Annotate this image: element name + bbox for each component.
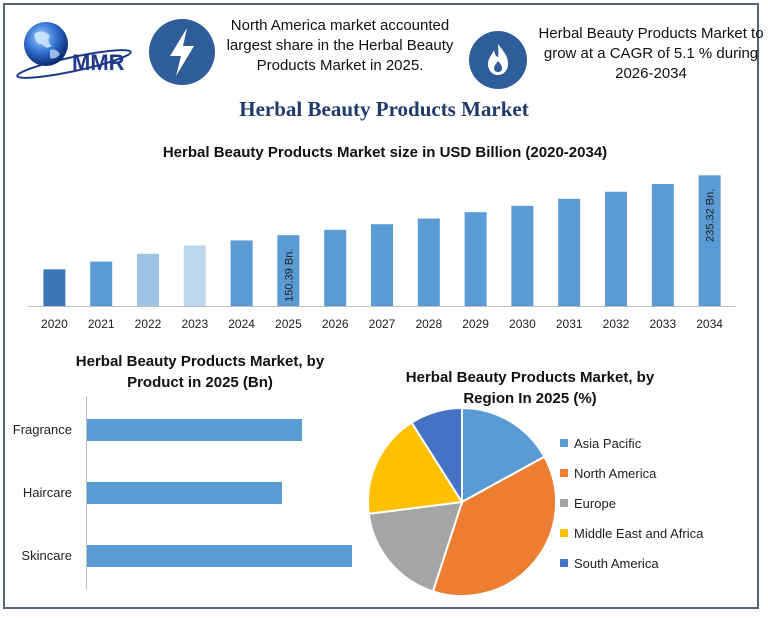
bar-fragrance: [87, 419, 302, 441]
bar-2030: [511, 205, 534, 306]
bar-2023: [183, 245, 206, 306]
y-tick-label: Skincare: [21, 548, 72, 563]
legend-swatch: [560, 499, 568, 507]
bar-2027: [371, 224, 393, 306]
x-tick-label: 2024: [228, 317, 255, 331]
pie-slice-south-america: [410, 406, 463, 506]
y-tick-label: Haircare: [23, 485, 72, 500]
bar-skincare: [87, 545, 352, 567]
y-tick-label: Fragrance: [13, 422, 72, 437]
legend-item: South America: [560, 548, 703, 578]
x-tick-label: 2025: [275, 317, 302, 331]
x-tick-label: 2028: [415, 317, 442, 331]
data-label: 235.32 Bn.: [705, 189, 717, 242]
flame-icon: [469, 31, 527, 89]
legend-label: North America: [574, 465, 657, 481]
pie-slice-middle-east-and-africa: [367, 421, 464, 515]
lightning-bolt-icon: [149, 19, 215, 85]
bar-2033: [651, 183, 674, 306]
x-tick-label: 2030: [509, 317, 536, 331]
x-tick-label: 2031: [556, 317, 583, 331]
bar-2034: [698, 175, 721, 306]
legend-label: Asia Pacific: [574, 435, 642, 451]
x-tick-label: 2032: [603, 317, 630, 331]
legend-swatch: [560, 559, 568, 567]
main-title: Herbal Beauty Products Market: [239, 97, 529, 121]
bar-2026: [324, 229, 347, 306]
x-tick-label: 2027: [369, 317, 396, 331]
region-chart-title: Herbal Beauty Products Market, by Region…: [405, 369, 655, 407]
x-tick-label: 2034: [696, 317, 723, 331]
pie-slice-europe: [367, 500, 464, 593]
legend-label: Middle East and Africa: [574, 525, 704, 541]
legend-item: Europe: [560, 488, 703, 518]
x-tick-label: 2022: [135, 317, 162, 331]
pie-slice-north-america: [431, 455, 557, 597]
logo-text: MMR: [72, 50, 125, 75]
legend-item: North America: [560, 458, 703, 488]
bar-haircare: [87, 482, 282, 504]
bar-2031: [558, 198, 581, 306]
bar-2028: [417, 218, 440, 306]
pie-slice-asia-pacific: [461, 406, 546, 504]
legend-item: Asia Pacific: [560, 428, 703, 458]
legend-swatch: [560, 529, 568, 537]
x-tick-label: 2029: [462, 317, 489, 331]
legend-item: Middle East and Africa: [560, 518, 703, 548]
region-legend: Asia Pacific North America Europe Middle…: [560, 428, 703, 578]
market-size-chart: 2020 2021 2022 2023 2024 2025 150.39 Bn. 2026 20…: [28, 175, 736, 331]
bar-2032: [605, 191, 627, 306]
bar-2029: [464, 212, 487, 306]
product-chart-title: Herbal Beauty Products Market, by Produc…: [75, 353, 325, 391]
legend-swatch: [560, 439, 568, 447]
x-tick-label: 2020: [41, 317, 68, 331]
product-chart: Fragrance Haircare Skincare: [13, 396, 352, 590]
bar-2024: [230, 240, 253, 306]
legend-label: South America: [574, 555, 659, 571]
market-size-chart-title: Herbal Beauty Products Market size in US…: [162, 144, 608, 161]
legend-swatch: [560, 469, 568, 477]
cagr-note: Herbal Beauty Products Market to grow at…: [538, 25, 764, 82]
bar-2022: [137, 253, 159, 306]
x-tick-label: 2026: [322, 317, 349, 331]
bar-2025: [277, 235, 300, 306]
x-tick-label: 2033: [649, 317, 676, 331]
bar-2020: [43, 269, 66, 306]
region-pie-chart: [367, 406, 557, 597]
x-tick-label: 2023: [181, 317, 208, 331]
infographic-frame: [3, 3, 759, 609]
x-tick-label: 2021: [88, 317, 115, 331]
legend-label: Europe: [574, 495, 616, 511]
north-america-note: North America market accounted largest s…: [226, 17, 454, 74]
mmr-logo: MMR: [16, 22, 132, 79]
data-label: 150.39 Bn.: [283, 249, 295, 302]
bar-2021: [90, 261, 113, 306]
